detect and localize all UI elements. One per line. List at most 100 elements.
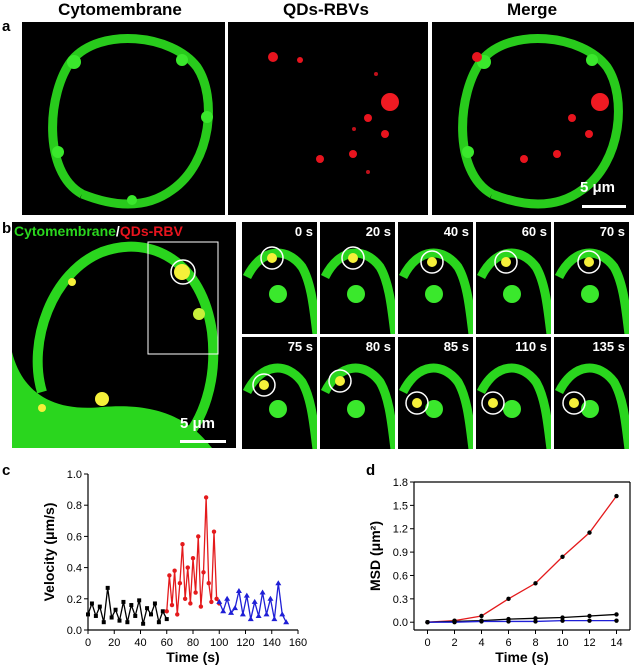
- data-point: [198, 604, 204, 609]
- data-point: [271, 616, 278, 622]
- tile-image: [476, 248, 551, 334]
- data-point: [172, 568, 177, 573]
- y-tick-label: 1.5: [393, 500, 408, 512]
- data-point: [190, 556, 196, 561]
- data-point: [228, 609, 235, 615]
- scale-label-b: 5 μm: [180, 415, 216, 432]
- green-vesicle: [347, 400, 365, 418]
- data-point: [239, 611, 246, 617]
- data-point: [479, 619, 484, 624]
- data-point: [614, 493, 619, 499]
- data-point: [164, 609, 169, 614]
- qd-particle: [412, 398, 422, 408]
- tile-image: [320, 363, 395, 449]
- x-tick-label: 100: [210, 637, 228, 649]
- data-point: [177, 581, 183, 586]
- qd-particle: [488, 398, 498, 408]
- title-qds-rbvs: QDs-RBVs: [283, 0, 369, 19]
- time-lapse-tile: 135 s: [554, 337, 629, 449]
- y-tick-label: 0.9: [393, 547, 408, 559]
- x-axis-label: Time (s): [166, 649, 219, 665]
- data-point: [185, 565, 190, 570]
- tracking-circle: [481, 391, 505, 415]
- tracking-circle: [252, 373, 276, 397]
- data-point: [145, 606, 150, 611]
- tile-image: [398, 248, 473, 334]
- data-point: [167, 573, 172, 578]
- qd-particle: [335, 376, 345, 386]
- overlay-label-sep: /: [115, 223, 120, 239]
- tile-image: [242, 246, 317, 334]
- data-point: [121, 599, 126, 604]
- data-point: [259, 589, 266, 595]
- data-point: [235, 588, 242, 593]
- tracking-circle: [405, 391, 429, 415]
- tracking-circle: [494, 250, 518, 274]
- data-point: [211, 529, 217, 534]
- tracking-circle: [420, 250, 444, 274]
- data-point: [101, 620, 106, 625]
- title-merge: Merge: [506, 0, 558, 19]
- y-tick-label: 0.0: [67, 625, 82, 637]
- data-point: [203, 495, 209, 500]
- data-point: [86, 612, 90, 617]
- data-point: [209, 599, 214, 605]
- green-vesicle: [347, 285, 365, 303]
- time-lapse-tile: 40 s: [398, 222, 473, 334]
- series-line: [218, 583, 287, 623]
- data-point: [232, 605, 238, 611]
- data-point: [560, 615, 565, 620]
- data-point: [196, 534, 201, 539]
- y-axis-label: Velocity (μm/s): [41, 503, 57, 602]
- y-tick-label: 0.0: [393, 617, 408, 629]
- membrane-trace: [398, 363, 473, 449]
- time-lapse-tile: 20 s: [320, 222, 395, 334]
- x-tick-label: 40: [134, 637, 146, 649]
- x-tick-label: 160: [289, 637, 307, 649]
- x-axis-label: Time (s): [495, 649, 548, 665]
- x-tick-label: 140: [263, 637, 281, 649]
- data-point: [263, 611, 270, 617]
- data-point: [152, 601, 157, 606]
- data-point: [180, 542, 185, 547]
- data-point: [255, 612, 262, 618]
- data-point: [533, 581, 538, 586]
- time-lapse-tile: 110 s: [476, 337, 551, 449]
- data-point: [224, 595, 231, 601]
- overview-image: [12, 241, 219, 448]
- frame-time-label: 70 s: [599, 224, 625, 239]
- data-point: [193, 590, 198, 595]
- data-point: [533, 619, 538, 624]
- y-tick-label: 0.6: [393, 570, 408, 582]
- cytomembrane-image: [48, 33, 213, 209]
- velocity-chart: 0 20 40 60 80 100 120 140 160 0.0 0.2 0.4 0.6 0.8 1.0 T…: [41, 469, 307, 665]
- data-point: [109, 615, 114, 620]
- frame-time-label: 60 s: [521, 224, 547, 239]
- qd-particle: [259, 380, 269, 390]
- frame-time-label: 75 s: [287, 339, 313, 354]
- green-vesicle: [503, 400, 521, 418]
- series-line: [427, 613, 617, 623]
- data-point: [247, 616, 254, 622]
- data-point: [89, 601, 94, 606]
- green-vesicle: [269, 400, 287, 418]
- time-lapse-tile: 70 s: [554, 222, 629, 334]
- msd-chart: 0 2 4 6 8 10 12 14 0.0 0.3 0.6 0.9 1.2 1.5 1.8 Time (s)…: [367, 477, 631, 665]
- y-tick-label: 1.2: [393, 524, 408, 536]
- y-tick-label: 0.8: [67, 500, 82, 512]
- frame-time-label: 85 s: [443, 339, 469, 354]
- x-tick-label: 0: [424, 637, 430, 649]
- x-tick-label: 6: [505, 637, 511, 649]
- panel-b-overview: Cytomembrane/QDs-RBV 5 μm: [12, 222, 236, 448]
- data-point: [587, 618, 592, 623]
- x-tick-label: 14: [610, 637, 622, 649]
- overlay-label: Cytomembrane/QDs-RBV: [14, 223, 183, 239]
- scale-bar-a: [582, 205, 626, 208]
- green-vesicle: [425, 285, 443, 303]
- data-point: [560, 554, 565, 559]
- x-tick-label: 8: [532, 637, 538, 649]
- data-point: [279, 611, 286, 617]
- series-line: [427, 620, 617, 623]
- tile-image: [320, 246, 395, 334]
- y-tick-label: 0.2: [67, 594, 82, 606]
